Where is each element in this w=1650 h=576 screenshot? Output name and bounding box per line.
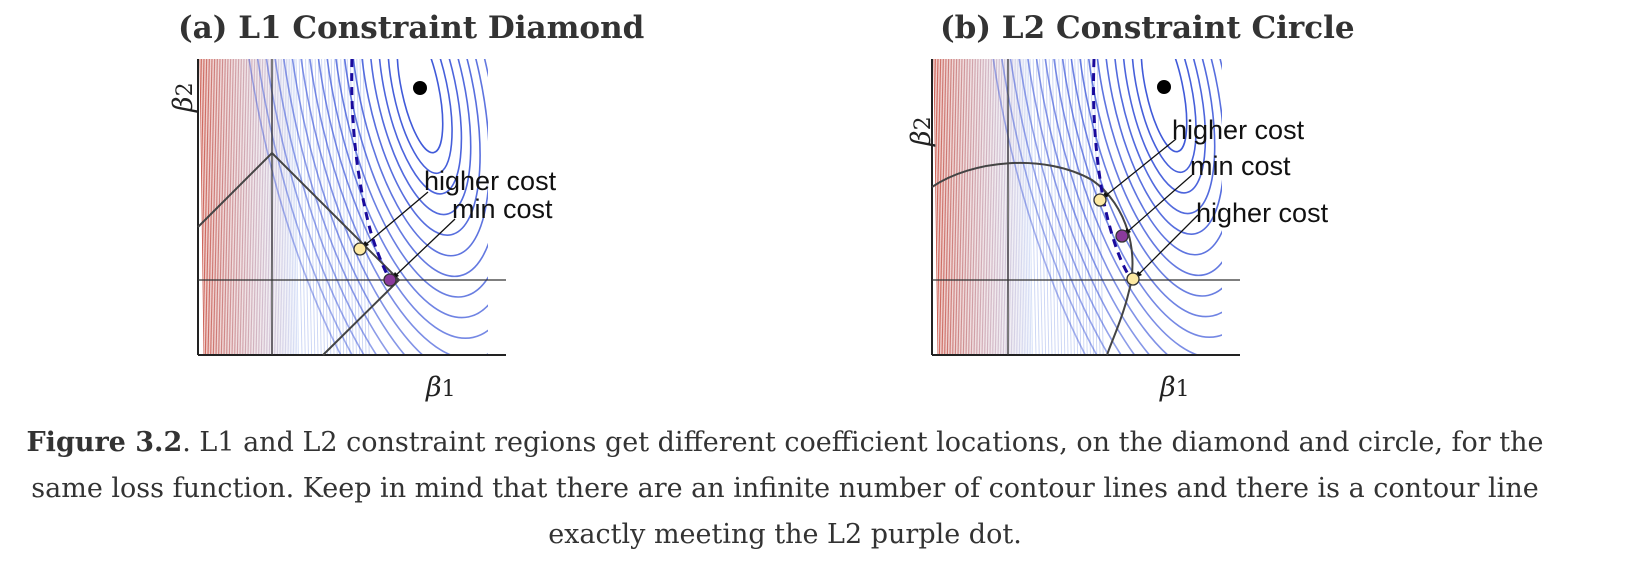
annot-bottom-higher-cost: higher cost — [1196, 198, 1329, 228]
panel-a-plot: higher cost min cost — [197, 58, 557, 356]
dashed-path — [1091, 58, 1134, 281]
arrow-bottom-higher-cost — [1136, 214, 1199, 277]
contour-lines — [237, 59, 488, 355]
panel-a-x-label: β1 — [426, 372, 456, 403]
arrow-top-higher-cost — [1103, 138, 1177, 198]
l2-circle-constraint — [931, 161, 1134, 356]
panel-a-x-subscript: 1 — [441, 377, 456, 402]
heat-gradient-lines — [199, 58, 370, 356]
annot-min-cost: min cost — [452, 194, 553, 224]
panel-a-x-symbol: β — [426, 372, 442, 403]
l1-diamond-constraint — [197, 151, 401, 356]
purple-dot-min-cost — [383, 273, 397, 287]
panel-b-y-subscript: 2 — [911, 116, 936, 131]
yellow-dot-higher-cost — [353, 242, 367, 256]
panel-b-x-subscript: 1 — [1175, 377, 1190, 402]
panel-b-plot: higher cost min cost higher cost — [931, 58, 1329, 356]
panel-b-y-label: β2 — [906, 116, 937, 146]
panel-a-y-subscript: 2 — [173, 82, 198, 97]
panel-a-title: (a) L1 Constraint Diamond — [178, 10, 645, 46]
dashed-path — [350, 58, 392, 281]
loss-minimum-dot — [413, 81, 427, 95]
figure-caption: Figure 3.2. L1 and L2 constraint regions… — [20, 420, 1550, 558]
arrow-min-cost — [1125, 174, 1193, 234]
yellow-dot-bottom — [1126, 272, 1140, 286]
purple-dot-min-cost — [1115, 229, 1129, 243]
panel-a-y-symbol: β — [168, 96, 199, 112]
loss-minimum-dot — [1157, 80, 1171, 94]
annot-top-higher-cost: higher cost — [1172, 115, 1305, 145]
panel-b-y-symbol: β — [906, 130, 937, 146]
panel-b-title: (b) L2 Constraint Circle — [940, 10, 1355, 46]
panel-a-y-label: β2 — [168, 82, 199, 112]
arrow-min-cost — [393, 218, 456, 278]
contour-lines — [981, 59, 1222, 355]
panel-b-x-symbol: β — [1160, 372, 1176, 403]
annot-min-cost: min cost — [1190, 151, 1291, 181]
yellow-dot-top — [1093, 193, 1107, 207]
figure-label: Figure 3.2 — [26, 427, 183, 458]
figure-caption-text: . L1 and L2 constraint regions get diffe… — [31, 427, 1544, 550]
panel-b-x-label: β1 — [1160, 372, 1190, 403]
annot-higher-cost: higher cost — [424, 166, 557, 196]
arrow-higher-cost — [363, 191, 429, 247]
